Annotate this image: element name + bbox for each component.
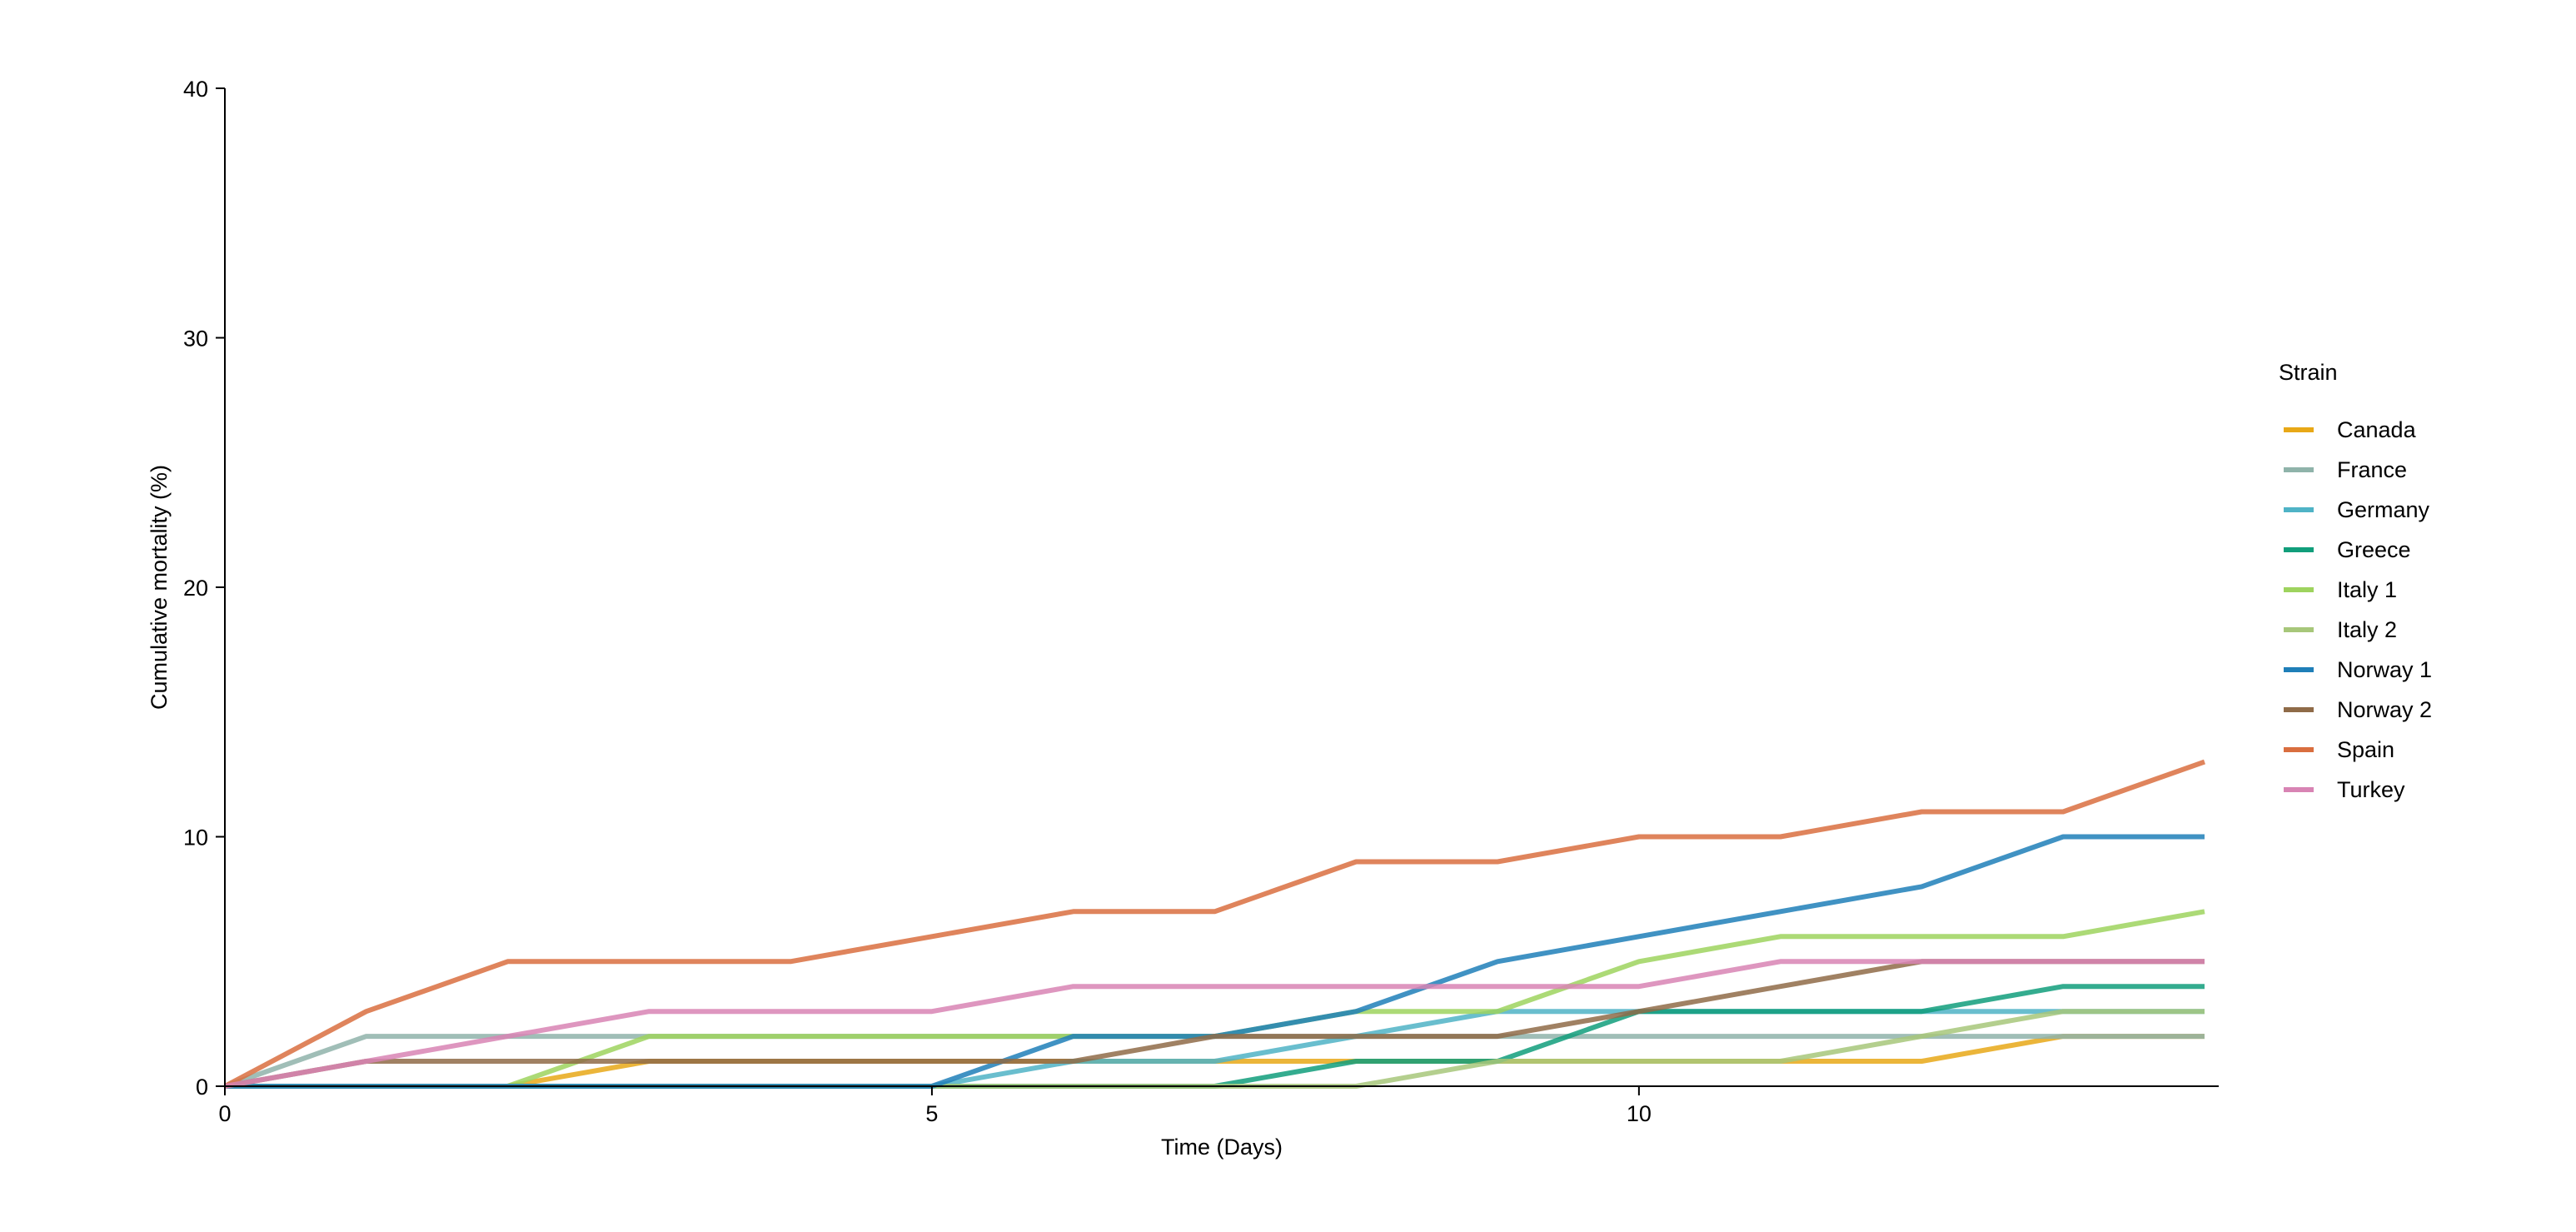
y-tick-label: 0	[196, 1075, 208, 1100]
legend-label: Italy 2	[2337, 617, 2397, 642]
legend-items: Canada France Germany Greece Italy 1 Italy 2 N…	[2284, 417, 2432, 802]
legend-item: Italy 2	[2284, 617, 2397, 642]
x-axis-label: Time (Days)	[1161, 1135, 1283, 1160]
y-tick-label: 10	[183, 825, 208, 850]
legend-title: Strain	[2279, 360, 2338, 385]
legend-label: Turkey	[2337, 777, 2405, 802]
legend-item: Norway 2	[2284, 697, 2432, 722]
x-tick-label: 0	[218, 1101, 231, 1126]
x-ticks: 0 5 10	[218, 1086, 1652, 1126]
series-layer	[223, 759, 2205, 1089]
x-tick-label: 5	[925, 1101, 938, 1126]
legend-item: Italy 1	[2284, 577, 2397, 602]
legend-label: Norway 2	[2337, 697, 2432, 722]
legend-item: Canada	[2284, 417, 2417, 442]
series-line-norway-2	[224, 959, 2205, 1089]
series-line-turkey	[224, 959, 2205, 1089]
legend-item: Turkey	[2284, 777, 2405, 802]
y-ticks: 0 10 20 30 40	[183, 77, 225, 1100]
legend-label: Italy 1	[2337, 577, 2397, 602]
legend-label: France	[2337, 457, 2407, 482]
legend-item: Germany	[2284, 497, 2430, 522]
y-tick-label: 30	[183, 327, 208, 352]
legend-label: Greece	[2337, 537, 2411, 562]
legend: Strain Canada France Germany Greece Italy 1 I…	[2279, 360, 2432, 802]
legend-item: Greece	[2284, 537, 2411, 562]
x-tick-label: 10	[1627, 1101, 1652, 1126]
legend-item: Norway 1	[2284, 657, 2432, 682]
y-tick-label: 40	[183, 77, 208, 102]
axes: 0 5 10 0 10 20 30 40 Time (Days) Cumulative mo…	[147, 77, 2219, 1160]
series-line-spain	[223, 759, 2205, 1089]
legend-item: France	[2284, 457, 2407, 482]
y-tick-label: 20	[183, 576, 208, 601]
legend-label: Spain	[2337, 737, 2394, 762]
series-line-italy-2	[225, 1009, 2205, 1089]
legend-label: Norway 1	[2337, 657, 2432, 682]
series-line-germany	[225, 1009, 2205, 1089]
legend-item: Spain	[2284, 737, 2394, 762]
y-axis-label: Cumulative mortality (%)	[147, 465, 172, 710]
legend-label: Canada	[2337, 417, 2417, 442]
legend-label: Germany	[2337, 497, 2430, 522]
